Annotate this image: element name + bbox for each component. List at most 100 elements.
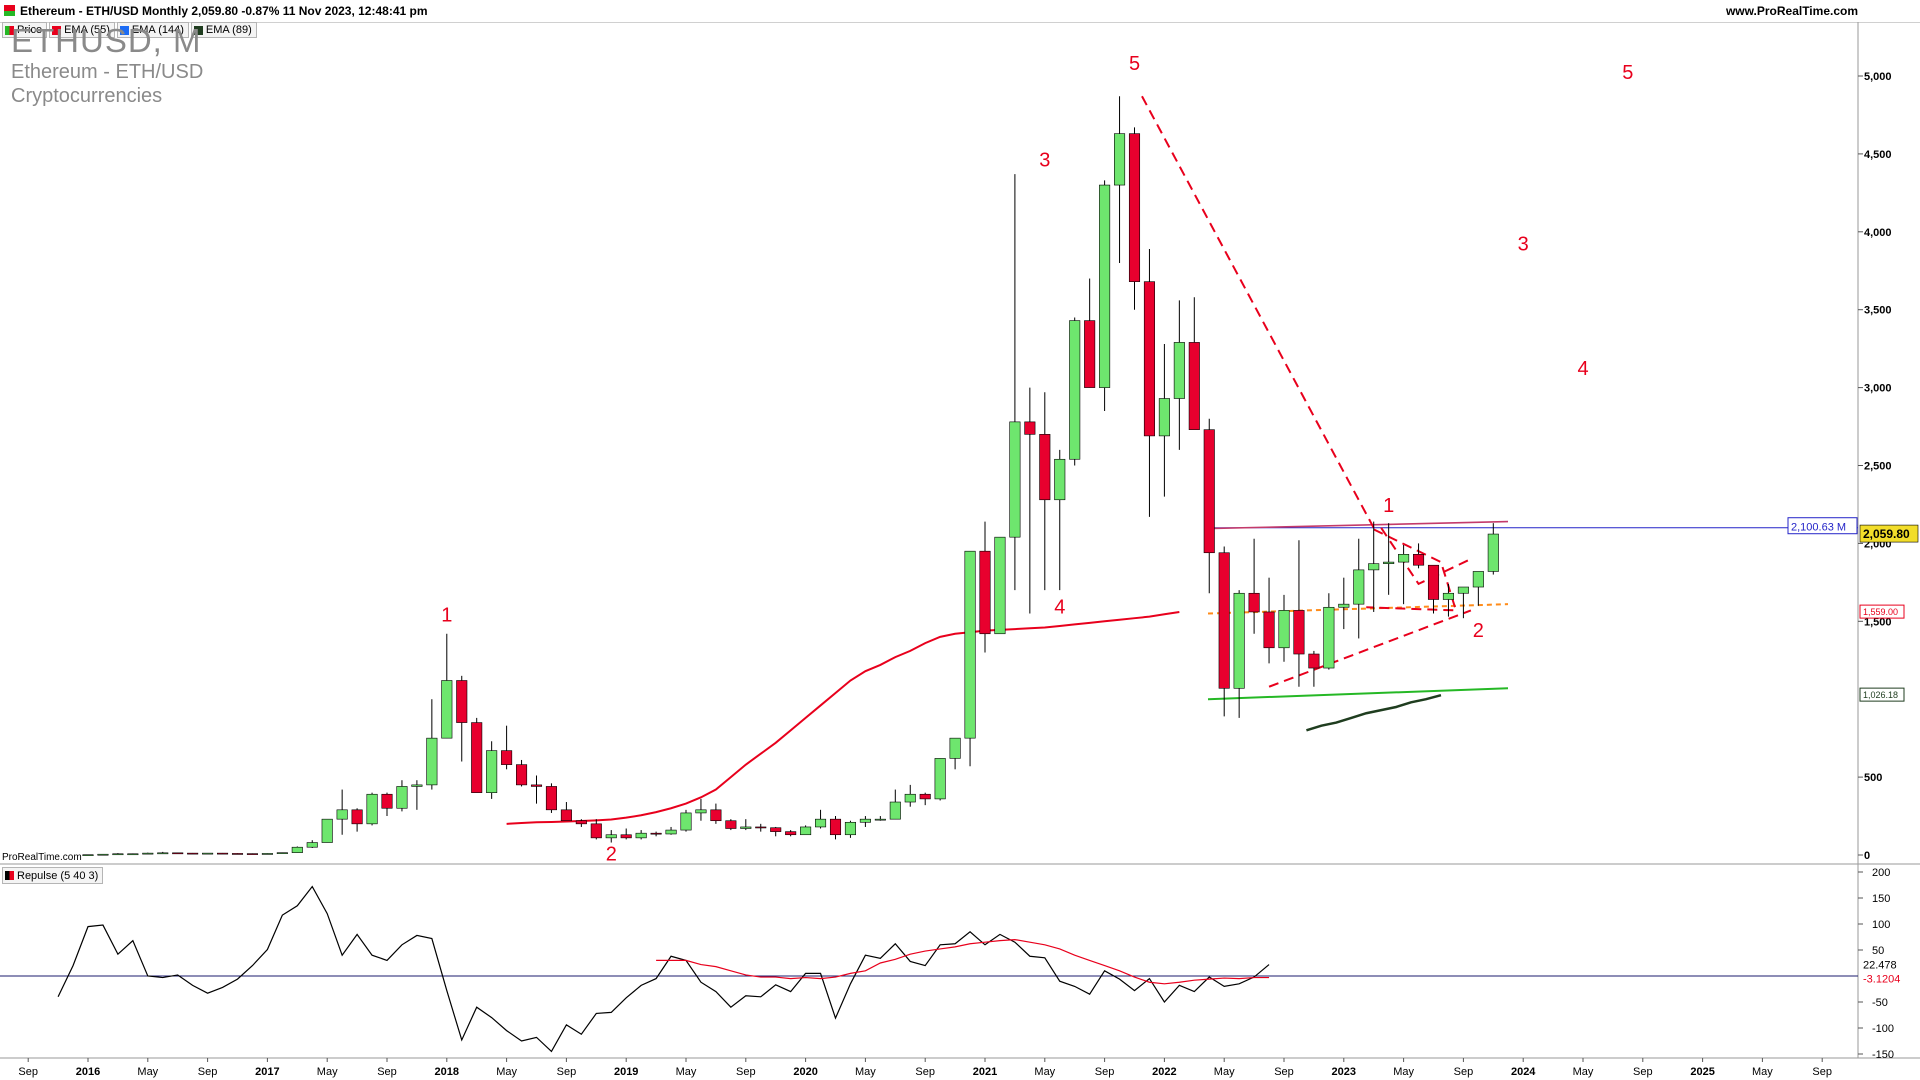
repulse-signal-line xyxy=(656,938,1270,985)
candle-body xyxy=(605,834,617,839)
time-tick-label: Sep xyxy=(1633,1066,1653,1078)
candle-body xyxy=(979,550,991,635)
candle-body xyxy=(919,793,931,800)
candle-body xyxy=(710,809,722,822)
candle-body xyxy=(1487,533,1499,572)
repulse-value-box xyxy=(1860,957,1900,971)
candle-body xyxy=(994,536,1006,635)
candle-body xyxy=(142,852,154,855)
candle-body xyxy=(1084,320,1096,388)
candle-body xyxy=(575,820,587,825)
candle-body xyxy=(590,823,602,839)
resistance-label-box xyxy=(1787,517,1858,535)
chart-title: Ethereum - ETH/USD Monthly 2,059.80 -0.8… xyxy=(20,4,428,18)
candle-body xyxy=(1338,603,1350,608)
time-tick-label: 2023 xyxy=(1332,1066,1356,1078)
legend-swatch-ema144 xyxy=(119,25,129,35)
wave-label: 5 xyxy=(1622,62,1633,84)
wave-label: 4 xyxy=(1054,597,1065,619)
candle-body xyxy=(246,853,258,855)
indicator-tick-label: 200 xyxy=(1872,867,1890,879)
wave-label: 1 xyxy=(441,604,452,626)
site-url[interactable]: www.ProRealTime.com xyxy=(1725,4,1858,18)
ema55-price-box xyxy=(1859,604,1905,619)
indicator-tick-label: -50 xyxy=(1872,997,1888,1009)
indicator-label: Repulse (5 40 3) xyxy=(17,869,99,882)
indicator-tick-label: -150 xyxy=(1872,1049,1894,1061)
wave-label: 1 xyxy=(1383,495,1394,517)
candle-body xyxy=(1143,281,1155,437)
price-tick-label: 5,000 xyxy=(1864,71,1892,83)
candle-body xyxy=(949,737,961,759)
time-tick-label: Sep xyxy=(198,1066,218,1078)
time-tick-label: May xyxy=(855,1066,876,1078)
legend-item-ema144[interactable]: EMA (144) xyxy=(116,22,189,38)
candle-body xyxy=(1308,653,1320,669)
candle-body xyxy=(1009,421,1021,538)
instrument-name: Ethereum - ETH/USD xyxy=(11,61,204,83)
candle-body xyxy=(1457,586,1469,594)
legend-item-ema89[interactable]: EMA (89) xyxy=(190,22,257,38)
candle-body xyxy=(1278,610,1290,649)
candle-body xyxy=(1248,592,1260,613)
wave-label: 3 xyxy=(1039,149,1050,171)
candle-body xyxy=(217,852,229,855)
candle-body xyxy=(829,818,842,836)
candle-body xyxy=(411,784,423,787)
time-tick-label: 2024 xyxy=(1511,1066,1536,1078)
candle-body xyxy=(560,809,572,822)
candle-body xyxy=(1069,320,1081,460)
time-tick-label: May xyxy=(137,1066,158,1078)
repulse-value-label: 22.478 xyxy=(1863,959,1897,971)
signal-value-label: -3.1204 xyxy=(1863,974,1900,986)
time-tick-label: Sep xyxy=(18,1066,38,1078)
legend-item-price[interactable]: Price xyxy=(2,22,48,38)
lower-trendline xyxy=(1207,687,1509,701)
repulse-line xyxy=(57,885,1270,1053)
indicator-swatch xyxy=(5,871,14,880)
candle-body xyxy=(635,832,647,839)
candle-body xyxy=(1383,561,1395,564)
candle-body xyxy=(1427,564,1440,600)
candle-body xyxy=(471,722,483,793)
time-tick-label: May xyxy=(1573,1066,1594,1078)
candle-body xyxy=(112,853,124,856)
candle-body xyxy=(516,764,528,786)
wave-label: 4 xyxy=(1577,358,1588,380)
legend-item-ema55[interactable]: EMA (55) xyxy=(49,22,115,38)
ema89-price-label: 1,026.18 xyxy=(1863,690,1898,700)
candle-body xyxy=(755,826,767,829)
time-tick-label: Sep xyxy=(1095,1066,1115,1078)
candle-body xyxy=(874,818,886,821)
candle-body xyxy=(172,852,184,855)
candle-body xyxy=(680,812,692,831)
wave-label: 2 xyxy=(606,843,617,865)
candle-body xyxy=(366,793,378,825)
ema89-line xyxy=(1306,693,1442,732)
time-tick-label: Sep xyxy=(1274,1066,1294,1078)
indicator-tick-label: -100 xyxy=(1872,1023,1894,1035)
wave-decline-line xyxy=(1141,95,1375,529)
last-price-box xyxy=(1859,524,1919,543)
candle-body xyxy=(1158,398,1170,437)
candle-body xyxy=(934,758,946,800)
candle-body xyxy=(486,750,498,793)
wave-label: 2 xyxy=(1473,620,1484,642)
candle-body xyxy=(1353,569,1365,605)
candle-body xyxy=(695,809,707,814)
legend-label: Price xyxy=(17,24,43,36)
candle-body xyxy=(1398,554,1410,563)
candle-body xyxy=(1472,571,1484,588)
ema89-price-box xyxy=(1859,687,1905,702)
time-tick-label: May xyxy=(1393,1066,1414,1078)
price-tick-label: 1,500 xyxy=(1864,616,1892,628)
candle-body xyxy=(1263,611,1275,649)
instrument-symbol: ETHUSD, M xyxy=(11,22,202,59)
legend-swatch-ema89 xyxy=(193,25,203,35)
candle-body xyxy=(1293,610,1305,655)
indicator-legend[interactable]: Repulse (5 40 3) xyxy=(2,867,104,884)
candle-body xyxy=(530,784,543,787)
candle-body xyxy=(889,801,901,820)
legend-swatch-ema55 xyxy=(52,25,62,35)
